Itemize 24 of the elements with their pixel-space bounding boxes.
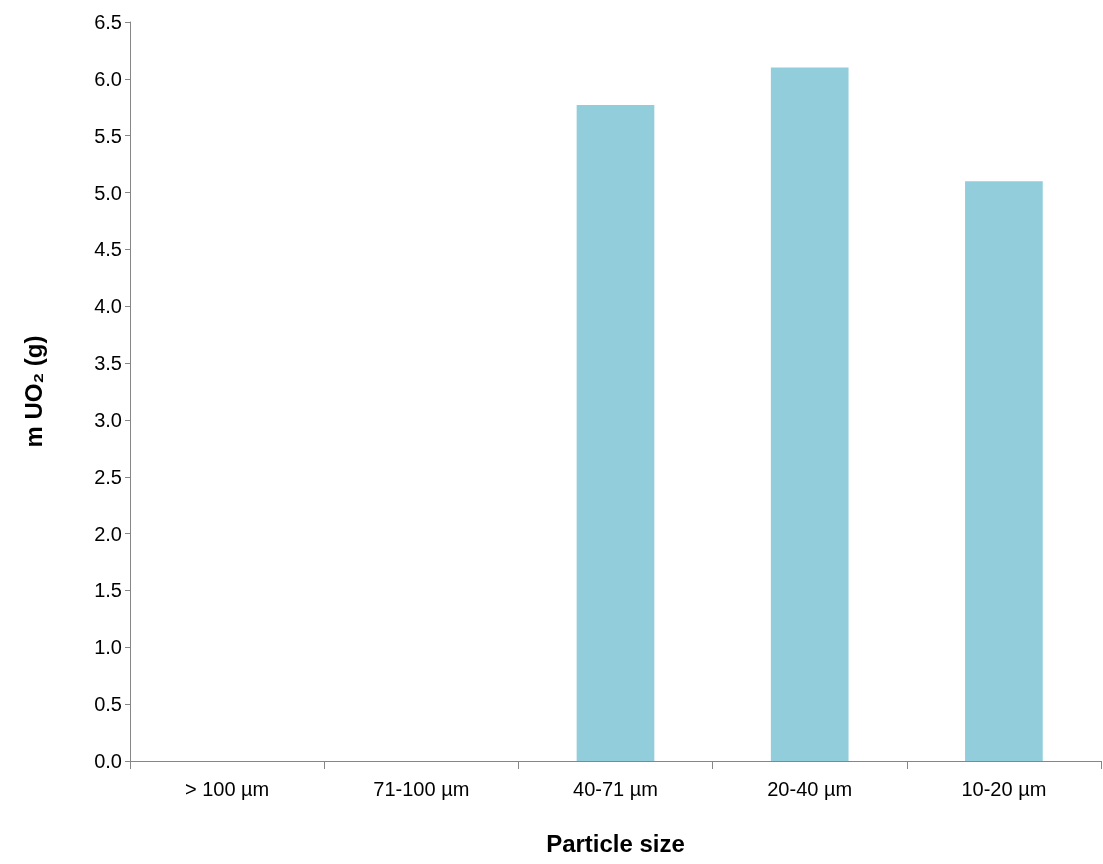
- x-axis-title: Particle size: [546, 829, 685, 857]
- y-tick-label: 0.5: [94, 693, 122, 716]
- bar: [576, 105, 655, 761]
- bar: [965, 181, 1043, 761]
- y-tick-label: 5.0: [94, 181, 122, 204]
- x-tick-label: 10-20 µm: [961, 778, 1047, 800]
- y-tick-label: 4.0: [94, 295, 122, 318]
- y-tick-label: 2.0: [94, 522, 122, 545]
- y-axis-title: m UO₂ (g): [19, 335, 47, 448]
- y-tick-label: 1.5: [94, 579, 122, 602]
- y-tick-label: 0.0: [94, 750, 122, 772]
- bar: [770, 67, 849, 761]
- y-tick-label: 4.5: [94, 238, 122, 261]
- y-tick-label: 2.5: [94, 465, 122, 488]
- y-tick-label: 3.0: [94, 408, 122, 431]
- x-tick-label: 40-71 µm: [573, 778, 658, 800]
- y-tick-label: 1.0: [94, 636, 122, 659]
- x-tick-label: 20-40 µm: [767, 778, 853, 800]
- x-tick-label: 71-100 µm: [373, 778, 470, 800]
- y-tick-label: 3.5: [94, 352, 122, 375]
- y-tick-label: 6.5: [94, 11, 122, 33]
- y-tick-label: 5.5: [94, 124, 122, 147]
- x-tick-label: > 100 µm: [184, 778, 270, 800]
- y-tick-label: 6.0: [94, 67, 122, 90]
